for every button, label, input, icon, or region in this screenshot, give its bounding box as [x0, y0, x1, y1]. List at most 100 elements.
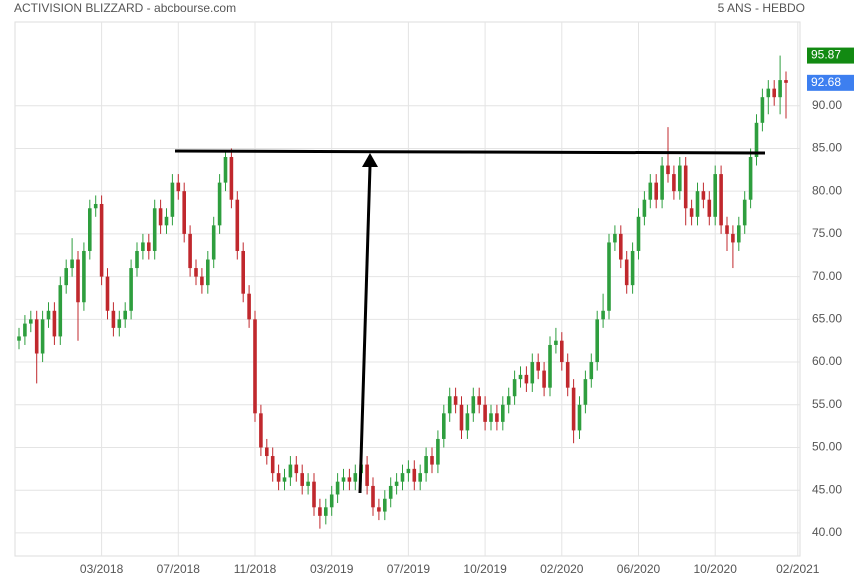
candle-body — [742, 199, 747, 226]
candle-body — [760, 97, 765, 123]
candle-body — [259, 413, 263, 448]
candle-body — [76, 259, 80, 303]
candle-body — [518, 374, 523, 380]
marks — [17, 55, 788, 529]
x-tick-label: 11/2018 — [234, 562, 277, 576]
candle-body — [253, 319, 257, 414]
candle-body — [707, 199, 712, 217]
y-tick-label: 65.00 — [812, 312, 842, 326]
candle-body — [630, 250, 635, 286]
candle-body — [713, 174, 717, 217]
candle-body — [223, 156, 228, 183]
candle-body — [182, 191, 186, 234]
candle-body — [471, 396, 476, 414]
candle-body — [270, 456, 275, 474]
candle-body — [164, 216, 169, 226]
candle-body — [265, 447, 269, 457]
candle-body — [141, 242, 145, 251]
arrow-shaft — [358, 165, 372, 494]
candle-body — [88, 208, 92, 251]
candle-body — [34, 319, 39, 354]
candle-body — [129, 268, 133, 311]
chart-title: ACTIVISION BLIZZARD - abcbourse.com — [14, 1, 236, 15]
price-badge — [807, 47, 854, 64]
arrow-head — [362, 153, 378, 167]
candle-body — [636, 216, 641, 251]
y-tick-label: 80.00 — [812, 183, 842, 197]
candle-body — [748, 156, 753, 200]
candle-body — [17, 336, 21, 341]
y-tick-label: 60.00 — [812, 354, 842, 368]
candle-body — [489, 413, 493, 422]
candle-body — [82, 250, 86, 303]
candle-body — [306, 481, 310, 486]
candle-body — [624, 259, 629, 286]
candle-body — [105, 276, 110, 311]
y-tick-label: 55.00 — [812, 397, 842, 411]
x-tick-label: 07/2019 — [387, 562, 431, 576]
candle-body — [453, 396, 458, 405]
x-tick-label: 02/2021 — [776, 562, 820, 576]
candle-body — [329, 494, 334, 508]
candle-body — [601, 310, 605, 320]
candle-body — [542, 370, 546, 388]
candle-body — [170, 182, 175, 217]
grid — [15, 22, 800, 556]
candle-body — [300, 473, 304, 486]
candle-body — [571, 387, 576, 431]
candle-body — [353, 473, 358, 482]
candle-body — [200, 276, 204, 286]
candle-body — [312, 481, 316, 508]
candle-body — [725, 225, 729, 234]
candle-body — [46, 310, 51, 320]
candle-body — [400, 473, 405, 482]
candle-body — [176, 182, 181, 192]
candle-body — [548, 344, 552, 388]
candle-body — [241, 250, 245, 294]
x-tick-label: 06/2020 — [617, 562, 661, 576]
candle-body — [388, 485, 393, 499]
candle-body — [784, 80, 788, 83]
candle-body — [64, 268, 68, 286]
candle-body — [560, 340, 564, 363]
candle-body — [247, 293, 251, 320]
candle-body — [318, 507, 322, 516]
candle-body — [211, 225, 216, 260]
candle-body — [577, 404, 582, 431]
candle-body — [442, 413, 446, 439]
candle-body — [341, 477, 346, 482]
candle-body — [288, 464, 293, 478]
candle-body — [412, 468, 417, 482]
candle-body — [583, 379, 588, 405]
candle-body — [536, 362, 540, 371]
candle-body — [23, 323, 27, 337]
candle-body — [436, 438, 440, 465]
candle-body — [772, 88, 776, 98]
candle-body — [217, 182, 222, 226]
candle-body — [430, 456, 434, 465]
candle-body — [524, 374, 529, 384]
candle-body — [447, 396, 452, 414]
candle-body — [613, 233, 617, 243]
y-tick-label: 40.00 — [812, 525, 842, 539]
candle-body — [530, 362, 535, 384]
candle-body — [282, 477, 287, 482]
candle-body — [371, 485, 375, 508]
candle-body — [678, 165, 682, 192]
candle-body — [701, 191, 706, 200]
candle-body — [377, 507, 381, 512]
candle-body — [135, 250, 139, 269]
candle-body — [565, 362, 570, 388]
x-tick-label: 10/2020 — [694, 562, 738, 576]
y-tick-label: 70.00 — [812, 269, 842, 283]
candle-body — [52, 310, 57, 337]
candle-body — [40, 319, 45, 354]
candle-body — [648, 182, 653, 200]
candle-body — [619, 233, 623, 260]
candle-body — [294, 464, 299, 474]
x-tick-label: 02/2020 — [540, 562, 584, 576]
candle-body — [642, 199, 647, 217]
candle-body — [194, 268, 198, 277]
candle-body — [465, 413, 470, 431]
